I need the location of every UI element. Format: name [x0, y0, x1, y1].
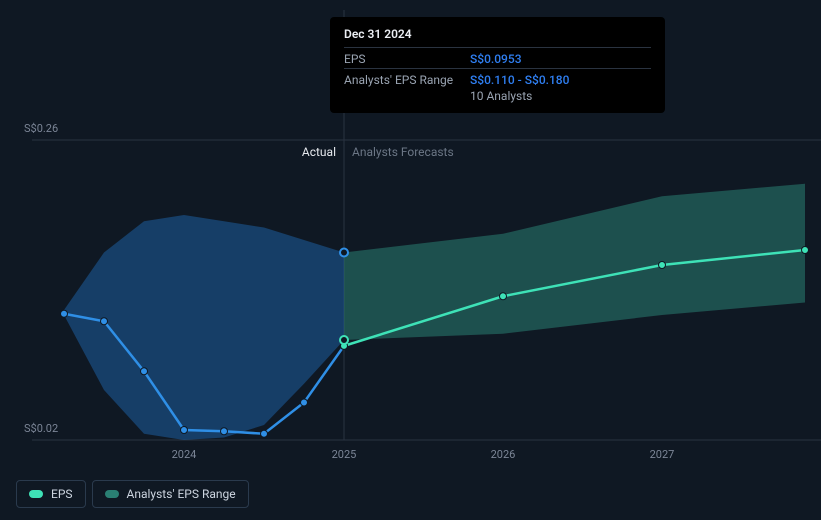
- x-axis-label: 2026: [491, 448, 516, 461]
- highlight-marker-lower: [340, 336, 348, 344]
- eps-marker[interactable]: [141, 368, 148, 375]
- legend-item-eps[interactable]: EPS: [16, 480, 86, 508]
- legend-swatch-eps: [29, 490, 43, 498]
- x-axis-label: 2027: [650, 448, 675, 461]
- eps-marker[interactable]: [101, 318, 108, 325]
- legend: EPS Analysts' EPS Range: [16, 480, 249, 508]
- tooltip-label: EPS: [344, 52, 462, 66]
- eps-marker[interactable]: [301, 399, 308, 406]
- tooltip-label: Analysts' EPS Range: [344, 73, 462, 87]
- eps-marker[interactable]: [181, 427, 188, 434]
- highlight-marker-upper: [340, 249, 348, 257]
- section-label-actual: Actual: [302, 145, 336, 159]
- x-axis-label: 2025: [332, 448, 357, 461]
- eps-marker[interactable]: [61, 310, 68, 317]
- y-axis-label: S$0.02: [24, 422, 58, 435]
- tooltip-row-eps: EPS S$0.0953: [344, 47, 651, 68]
- range-area: [64, 215, 344, 440]
- eps-marker[interactable]: [802, 247, 809, 254]
- legend-item-range[interactable]: Analysts' EPS Range: [92, 480, 249, 508]
- legend-label-eps: EPS: [51, 487, 73, 501]
- eps-marker[interactable]: [221, 428, 228, 435]
- legend-swatch-range: [105, 490, 119, 498]
- section-label-forecast: Analysts Forecasts: [352, 145, 454, 159]
- y-axis-label: S$0.26: [24, 122, 58, 135]
- eps-marker[interactable]: [659, 262, 666, 269]
- tooltip-value: S$0.110 - S$0.180: [470, 73, 569, 87]
- legend-label-range: Analysts' EPS Range: [127, 487, 236, 501]
- tooltip: Dec 31 2024 EPS S$0.0953 Analysts' EPS R…: [330, 17, 665, 113]
- tooltip-date: Dec 31 2024: [344, 27, 651, 41]
- tooltip-row-range: Analysts' EPS Range S$0.110 - S$0.180: [344, 68, 651, 89]
- x-axis-label: 2024: [172, 448, 197, 461]
- eps-marker[interactable]: [261, 430, 268, 437]
- tooltip-value: S$0.0953: [470, 52, 522, 66]
- tooltip-sub: 10 Analysts: [344, 89, 651, 103]
- range-area: [344, 184, 805, 340]
- eps-marker[interactable]: [500, 293, 507, 300]
